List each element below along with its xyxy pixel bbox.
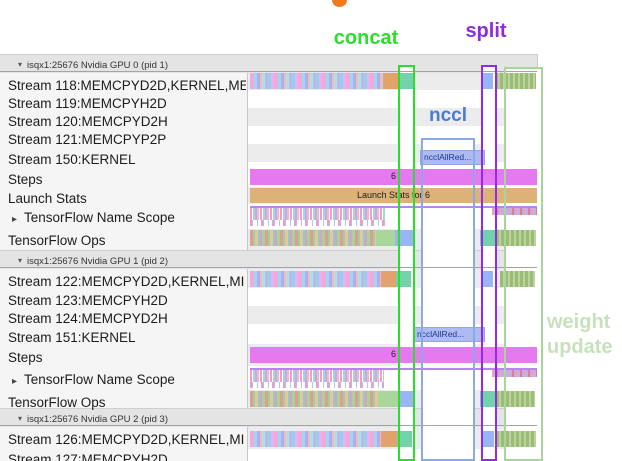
name-scope-activity-right [492, 208, 537, 215]
stream-126-weight-update-segment[interactable] [496, 431, 536, 447]
steps-bar[interactable]: 6 [250, 169, 537, 185]
tf-ops-green-segment[interactable] [378, 391, 400, 407]
expand-triangle-icon[interactable]: ▸ [12, 376, 18, 387]
row-label-tf-ops: TensorFlow Ops [8, 395, 106, 410]
band-divider [0, 425, 537, 426]
stream-126-concat-segment[interactable] [397, 431, 412, 447]
stream-122-activity-bar[interactable] [250, 271, 381, 287]
tf-ops-teal-segment[interactable] [480, 230, 496, 246]
tf-ops-activity [250, 230, 376, 246]
row-label-tf-name-scope[interactable]: ▸ TensorFlow Name Scope [12, 372, 175, 387]
split-annotation-box [481, 65, 497, 461]
collapse-triangle-icon: ▾ [18, 256, 23, 265]
row-label-tf-name-scope[interactable]: ▸ TensorFlow Name Scope [12, 210, 175, 225]
row-label-stream-151: Stream 151:KERNEL [8, 330, 136, 345]
name-scope-top-line [250, 206, 537, 208]
row-label-steps: Steps [8, 172, 43, 187]
row-label-stream-126: Stream 126:MEMCPYD2D,KERNEL,MI [8, 432, 245, 447]
row-label-steps: Steps [8, 350, 43, 365]
row-label-stream-150: Stream 150:KERNEL [8, 152, 136, 167]
row-label-stream-119: Stream 119:MEMCPYH2D [8, 96, 167, 111]
section-header-gpu2: isqx1:25676 Nvidia GPU 2 (pid 3) [27, 414, 169, 425]
band-divider [0, 267, 537, 268]
weight-update-annotation-box [504, 67, 543, 461]
tf-ops-blue-segment[interactable] [400, 391, 413, 407]
stream-118-activity-bar[interactable] [250, 73, 383, 89]
row-label-tf-ops: TensorFlow Ops [8, 233, 106, 248]
name-scope-activity [250, 208, 385, 220]
stream-126-activity-bar[interactable] [250, 431, 381, 447]
band-divider [0, 71, 537, 72]
stream-122-split-segment[interactable] [483, 271, 493, 287]
name-scope-activity-ragged [250, 220, 385, 226]
row-label-stream-118: Stream 118:MEMCPYD2D,KERNEL,ME [8, 78, 246, 93]
weight-update-annotation-label-line1: weight [547, 311, 611, 333]
row-label-launch-stats: Launch Stats [8, 191, 87, 206]
clipped-orange-dot [332, 0, 347, 7]
concat-annotation-box [398, 65, 415, 461]
name-scope-activity-ragged [250, 382, 384, 388]
section-header-gpu0: isqx1:25676 Nvidia GPU 0 (pid 1) [27, 60, 169, 71]
name-scope-activity-right [492, 370, 537, 377]
expand-triangle-icon[interactable]: ▸ [12, 214, 18, 225]
name-scope-top-line [250, 368, 537, 370]
split-annotation-label: split [465, 20, 507, 42]
stream-126-split-segment[interactable] [483, 431, 494, 447]
stream-118-orange-segment[interactable] [383, 73, 400, 89]
concat-annotation-label: concat [333, 27, 399, 49]
launch-stats-bar[interactable]: Launch Stats for 6 [250, 188, 537, 203]
nccl-allreduce-bar[interactable]: ncclAllRed... [420, 150, 485, 165]
row-label-stream-120: Stream 120:MEMCPYD2H [8, 114, 168, 129]
nccl-annotation-box [421, 138, 475, 461]
nccl-allreduce-bar[interactable]: ncclAllRed... [413, 327, 485, 342]
tf-ops-weight-update-segment[interactable] [496, 230, 536, 246]
section-header-gpu1: isqx1:25676 Nvidia GPU 1 (pid 2) [27, 256, 169, 267]
nccl-annotation-label: nccl [428, 105, 468, 126]
stream-118-split-segment[interactable] [481, 73, 493, 89]
weight-update-annotation-label-line2: update [547, 336, 613, 358]
name-scope-activity [250, 370, 384, 382]
row-label-stream-121: Stream 121:MEMCPYP2P [8, 132, 167, 147]
row-label-stream-127: Stream 127:MEMCPYH2D [8, 452, 168, 461]
row-label-stream-122: Stream 122:MEMCPYD2D,KERNEL,MI [8, 274, 245, 289]
collapse-triangle-icon: ▾ [18, 60, 23, 69]
stream-122-orange-segment[interactable] [381, 271, 396, 287]
stream-122-weight-update-segment[interactable] [500, 271, 535, 287]
collapse-triangle-icon: ▾ [18, 414, 23, 423]
tf-ops-teal-segment[interactable] [480, 391, 496, 407]
row-bg [248, 108, 537, 126]
row-label-stream-123: Stream 123:MEMCPYH2D [8, 293, 168, 308]
tf-ops-green-segment[interactable] [376, 230, 395, 246]
tf-ops-activity [250, 391, 378, 407]
stream-118-concat-segment[interactable] [400, 73, 413, 89]
row-label-stream-124: Stream 124:MEMCPYD2H [8, 311, 168, 326]
steps-bar[interactable]: 6 [250, 347, 537, 363]
stream-126-orange-segment[interactable] [381, 431, 397, 447]
